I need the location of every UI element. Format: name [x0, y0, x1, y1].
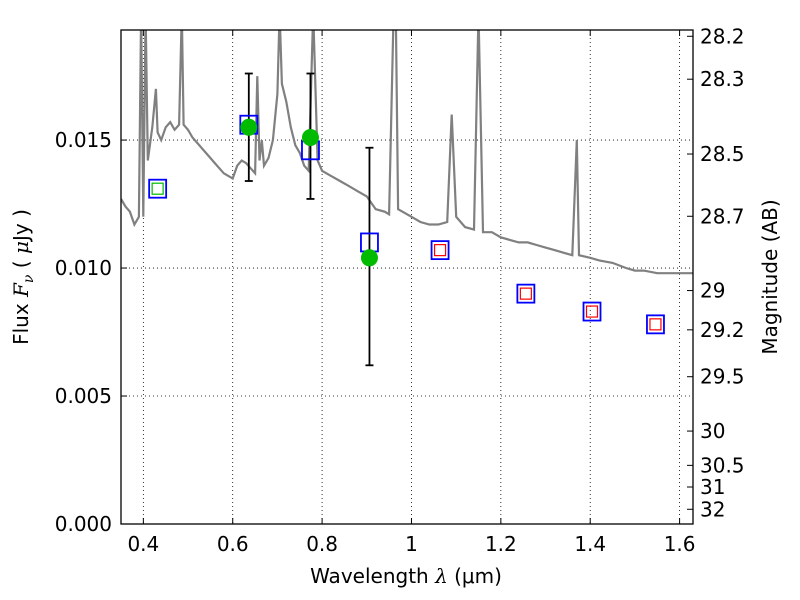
observed-point: [240, 118, 258, 136]
y-label-unit-symbol: μ: [9, 241, 33, 254]
y-tick-label: 0.005: [55, 384, 112, 408]
x-tick-label: 1.6: [664, 532, 696, 556]
right-tick-label: 31: [700, 475, 725, 499]
x-tick-label: 0.6: [217, 532, 249, 556]
x-tick-label: 1.2: [485, 532, 517, 556]
x-tick-label: 0.4: [127, 532, 159, 556]
right-tick-label: 29.2: [700, 318, 745, 342]
y-axis-label: Flux Fν ( μJy ): [9, 209, 37, 345]
x-label-symbol: λ: [434, 564, 448, 588]
right-tick-label: 28.7: [700, 204, 745, 228]
red-square-marker: [585, 305, 599, 318]
y-label-text: Flux: [9, 297, 33, 345]
y-label-symbol: F: [9, 282, 33, 298]
right-axis-label: Magnitude (AB): [758, 199, 782, 354]
model-photometry-marker: [646, 314, 665, 335]
right-tick-label: 28.3: [700, 67, 745, 91]
y-tick-label: 0.015: [55, 128, 112, 152]
right-tick-label: 28.5: [700, 142, 745, 166]
red-square-marker: [649, 318, 662, 331]
gridlines: [121, 30, 693, 524]
red-square-marker: [433, 244, 447, 257]
observed-point: [301, 129, 319, 147]
x-label-text: Wavelength: [310, 564, 435, 588]
spectrum-line: [121, 30, 693, 275]
right-tick-label: 32: [700, 497, 725, 521]
green-square-marker: [151, 182, 164, 195]
x-tick-label: 1.4: [574, 532, 606, 556]
model-photometry-marker: [148, 178, 168, 199]
observed-point: [360, 249, 378, 267]
red-square-marker: [519, 287, 532, 300]
y-label-unit: Jy ): [9, 209, 33, 243]
model-photometry-marker: [516, 283, 536, 304]
right-tick-label: 30: [700, 419, 725, 443]
x-axis-ticks: 0.4 0.6 0.8 1 1.2 1.4 1.6: [127, 30, 696, 556]
model-spectrum: [121, 30, 693, 275]
model-photometry-marker: [582, 301, 602, 322]
y-tick-label: 0.000: [55, 512, 112, 536]
plot-frame: [120, 29, 694, 525]
y-label-open: (: [9, 254, 33, 275]
model-photometry-marker: [430, 240, 450, 261]
right-tick-label: 28.2: [700, 24, 745, 48]
right-tick-label: 29: [700, 279, 725, 303]
data-markers: [148, 114, 665, 335]
x-tick-label: 1: [405, 532, 418, 556]
y-label-subscript: ν: [21, 274, 37, 283]
x-tick-label: 0.8: [306, 532, 338, 556]
x-axis-label: Wavelength λ (μm): [310, 564, 502, 588]
y-tick-label: 0.010: [55, 256, 112, 280]
right-tick-label: 30.5: [700, 453, 745, 477]
x-label-unit: (μm): [448, 564, 502, 588]
y-axis-ticks: 0.000 0.005 0.010 0.015: [55, 128, 127, 536]
right-tick-label: 29.5: [700, 365, 745, 389]
